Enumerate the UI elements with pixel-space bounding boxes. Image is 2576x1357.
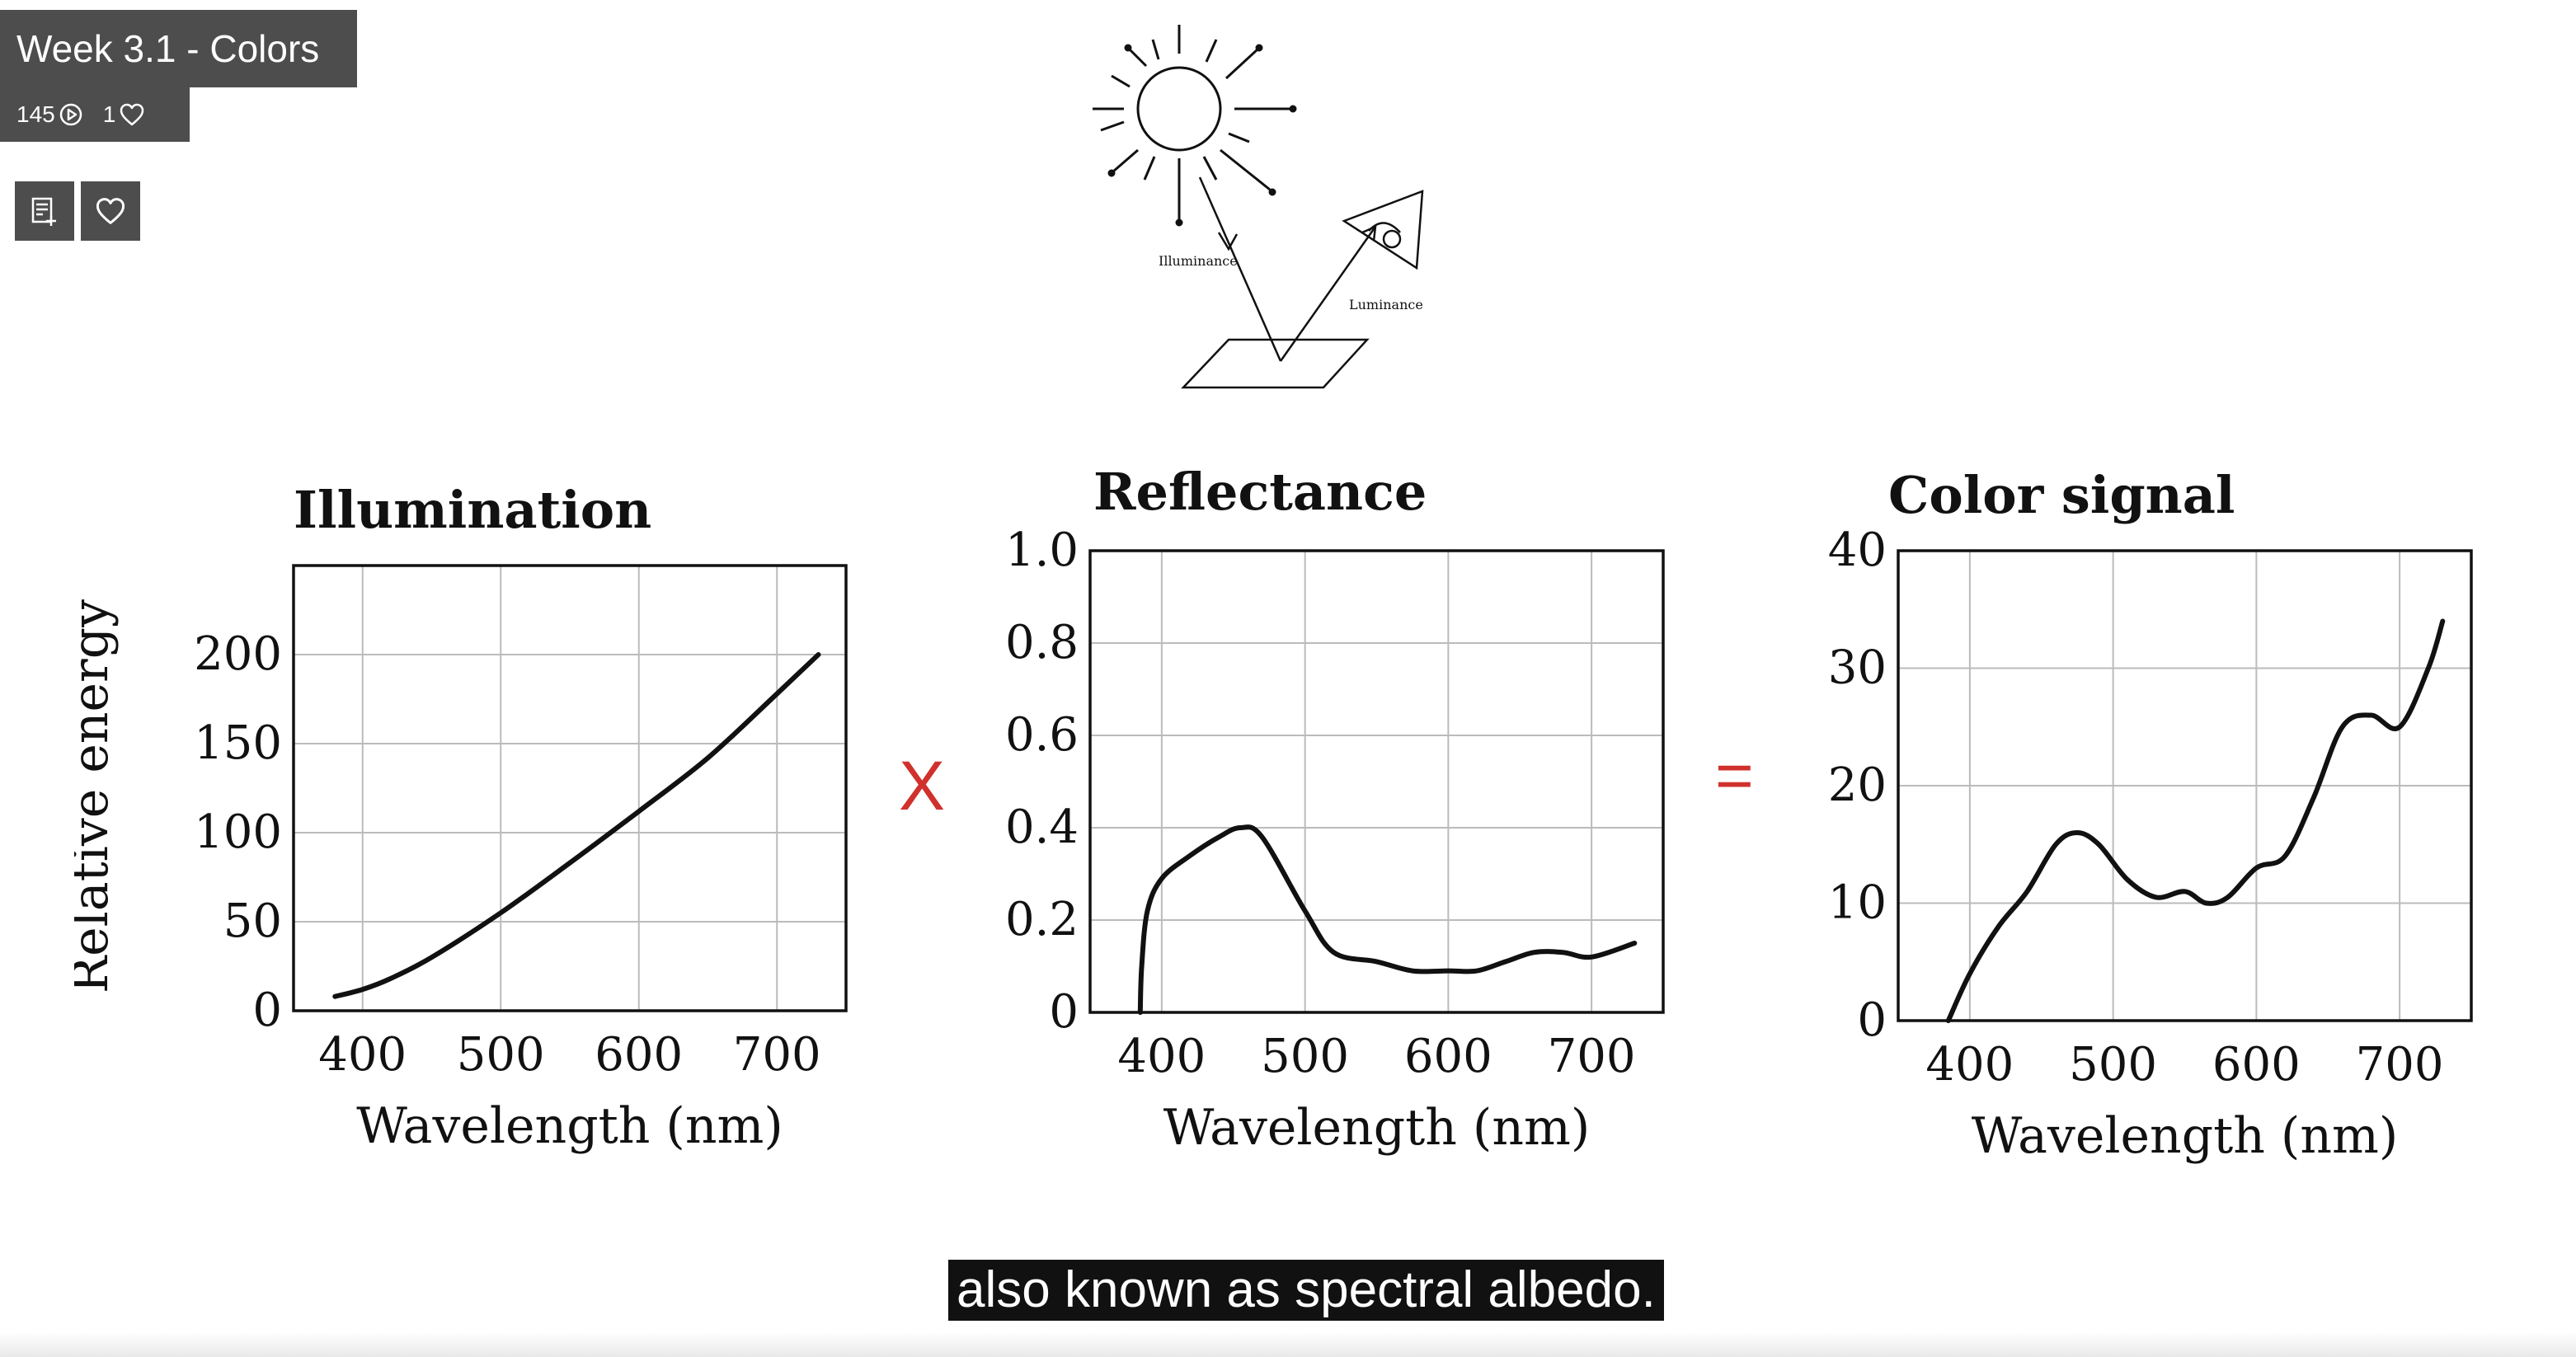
series-line: [332, 652, 821, 999]
heart-icon: [120, 103, 144, 126]
y-tick-label: 100: [194, 805, 282, 859]
series-line: [1137, 824, 1638, 1015]
y-tick-label: 150: [194, 716, 282, 770]
y-tick-label: 50: [223, 894, 282, 948]
y-tick-label: 0.4: [1005, 801, 1079, 854]
y-tick-label: 30: [1828, 641, 1887, 695]
x-axis-label: Wavelength (nm): [1972, 1107, 2399, 1165]
x-tick-label: 600: [1404, 1030, 1492, 1083]
eye-icon: [1342, 190, 1424, 270]
likes-count: 1: [103, 101, 146, 128]
plot-frame: [1088, 549, 1665, 1014]
color-signal-chart: Color signal 400 500 600 700 0 10 20 30 40 Wavelen…: [1828, 465, 2473, 1165]
luminance-label: Luminance: [1349, 297, 1423, 312]
likes-value: 1: [102, 101, 116, 127]
chart-title: Color signal: [1888, 465, 2235, 525]
x-axis-label: Wavelength (nm): [356, 1097, 783, 1155]
chart-title: Illumination: [294, 480, 651, 540]
video-title: Week 3.1 - Colors: [0, 10, 358, 87]
favorite-button[interactable]: [81, 181, 140, 241]
y-axis-label: Relative energy: [74, 599, 120, 993]
y-tick-label: 200: [194, 627, 282, 681]
plot-frame: [1897, 549, 2473, 1022]
x-tick-label: 600: [595, 1028, 683, 1082]
y-tick-label: 0.8: [1005, 616, 1079, 669]
x-axis-label: Wavelength (nm): [1163, 1099, 1591, 1157]
play-circle-icon: [59, 103, 82, 126]
equals-operator: =: [1715, 739, 1754, 812]
y-tick-label: 0: [252, 984, 282, 1037]
plays-value: 145: [16, 101, 55, 127]
plot-frame: [292, 564, 848, 1012]
illumination-diagram: Illuminance Luminance: [1093, 25, 1424, 389]
video-bottom-edge: [0, 1332, 2576, 1357]
y-tick-label: 0: [1049, 985, 1079, 1039]
y-tick-label: 40: [1828, 524, 1887, 577]
x-tick-label: 600: [2212, 1038, 2301, 1092]
chart-title: Reflectance: [1093, 462, 1427, 522]
illumination-chart: Illumination 400 500 600 700 0 50 100 150 200 Wave…: [74, 480, 848, 1155]
subtitle-caption: also known as spectral albedo.: [948, 1260, 1664, 1321]
add-to-playlist-button[interactable]: [15, 181, 74, 241]
x-tick-label: 400: [1117, 1030, 1206, 1083]
y-tick-label: 0.6: [1005, 708, 1079, 762]
x-tick-label: 400: [1925, 1038, 2014, 1092]
sun-icon: [1093, 25, 1297, 227]
plays-count: 145: [16, 101, 83, 128]
x-tick-label: 500: [2069, 1038, 2157, 1092]
x-tick-label: 400: [318, 1028, 407, 1082]
multiply-operator: X: [899, 747, 946, 824]
playlist-add-icon: [31, 197, 56, 226]
y-tick-label: 1.0: [1005, 524, 1079, 577]
illuminance-label: Illuminance: [1159, 253, 1238, 269]
y-tick-label: 0: [1857, 993, 1887, 1047]
x-tick-label: 500: [1261, 1030, 1349, 1083]
video-stats: 145 1: [0, 87, 190, 142]
x-tick-label: 700: [733, 1028, 821, 1082]
x-tick-label: 700: [1548, 1030, 1636, 1083]
heart-icon: [96, 198, 125, 224]
x-tick-label: 700: [2356, 1038, 2444, 1092]
y-tick-label: 0.2: [1005, 893, 1079, 946]
reflectance-chart: Reflectance 400 500 600 700 0 0.2 0.4 0.6 0.8 1.0 W…: [1005, 462, 1665, 1157]
series-line: [1945, 618, 2446, 1023]
y-tick-label: 10: [1828, 876, 1887, 930]
x-tick-label: 500: [457, 1028, 545, 1082]
y-tick-label: 20: [1828, 758, 1887, 812]
